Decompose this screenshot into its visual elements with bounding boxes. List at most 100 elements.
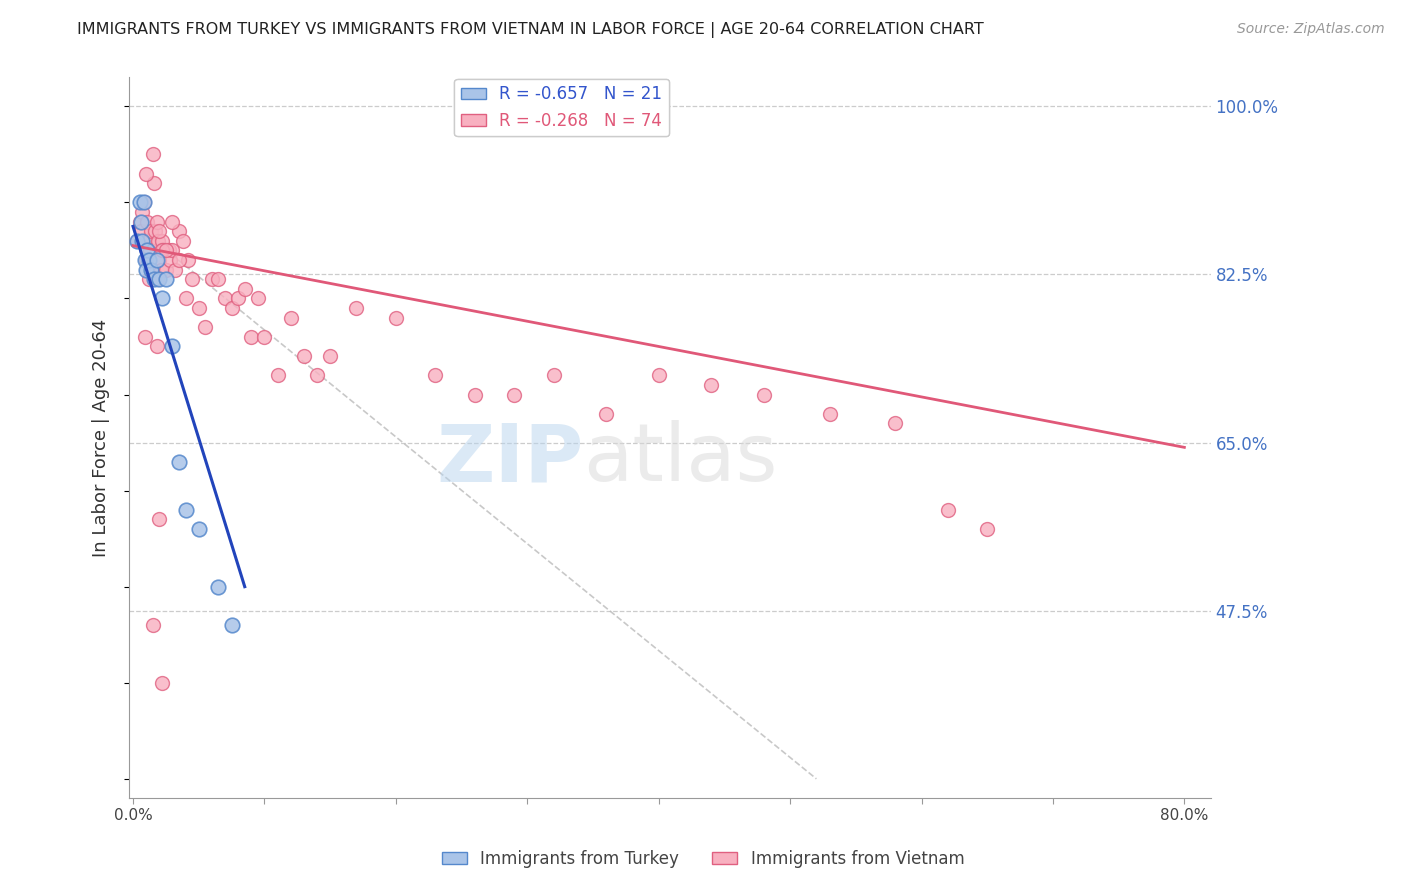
Point [145, 252, 167, 267]
Point [135, 167, 157, 181]
Point [132, 195, 155, 210]
Point [150, 292, 173, 306]
Point [129, 224, 152, 238]
Point [150, 675, 173, 690]
Point [148, 252, 170, 267]
Point [131, 205, 153, 219]
Point [145, 272, 167, 286]
Point [818, 407, 841, 421]
Point [128, 195, 150, 210]
Point [246, 292, 269, 306]
Legend: R = -0.657   N = 21, R = -0.268   N = 74: R = -0.657 N = 21, R = -0.268 N = 74 [454, 78, 669, 136]
Point [207, 272, 229, 286]
Point [503, 387, 526, 401]
Point [280, 310, 302, 325]
Point [292, 349, 315, 363]
Point [162, 214, 184, 228]
Point [543, 368, 565, 383]
Point [266, 368, 288, 383]
Point [142, 147, 165, 161]
Point [148, 224, 170, 238]
Point [240, 330, 263, 344]
Point [143, 176, 166, 190]
Point [167, 252, 190, 267]
Point [233, 282, 256, 296]
Point [142, 262, 165, 277]
Point [162, 339, 184, 353]
Point [145, 339, 167, 353]
Point [595, 407, 617, 421]
Point [134, 330, 156, 344]
Point [319, 349, 342, 363]
Point [150, 244, 173, 258]
Point [305, 368, 328, 383]
Legend: Immigrants from Turkey, Immigrants from Vietnam: Immigrants from Turkey, Immigrants from … [434, 844, 972, 875]
Point [752, 387, 775, 401]
Point [135, 262, 157, 277]
Point [172, 234, 194, 248]
Y-axis label: In Labor Force | Age 20-64: In Labor Force | Age 20-64 [93, 318, 110, 557]
Point [201, 272, 224, 286]
Point [162, 244, 184, 258]
Point [143, 272, 166, 286]
Point [167, 224, 190, 238]
Point [464, 387, 486, 401]
Point [936, 503, 959, 517]
Point [181, 272, 204, 286]
Point [207, 580, 229, 594]
Point [141, 262, 163, 277]
Point [148, 512, 170, 526]
Point [135, 252, 157, 267]
Point [221, 301, 243, 315]
Point [142, 618, 165, 632]
Point [128, 214, 150, 228]
Point [138, 252, 160, 267]
Point [346, 301, 368, 315]
Point [148, 272, 170, 286]
Point [138, 272, 160, 286]
Point [194, 320, 217, 334]
Point [187, 522, 209, 536]
Point [145, 224, 167, 238]
Point [174, 503, 197, 517]
Point [134, 252, 156, 267]
Point [136, 244, 159, 258]
Point [221, 618, 243, 632]
Point [134, 234, 156, 248]
Point [150, 234, 173, 248]
Point [167, 455, 190, 469]
Point [385, 310, 408, 325]
Point [145, 214, 167, 228]
Point [152, 244, 174, 258]
Text: ZIP: ZIP [436, 420, 583, 499]
Point [131, 234, 153, 248]
Point [129, 214, 152, 228]
Point [976, 522, 998, 536]
Point [149, 262, 172, 277]
Point [141, 224, 163, 238]
Point [177, 252, 200, 267]
Point [425, 368, 447, 383]
Point [159, 252, 181, 267]
Point [125, 234, 148, 248]
Point [226, 292, 249, 306]
Point [155, 262, 177, 277]
Point [146, 234, 169, 248]
Point [700, 378, 723, 392]
Point [214, 292, 236, 306]
Text: atlas: atlas [583, 420, 778, 499]
Text: IMMIGRANTS FROM TURKEY VS IMMIGRANTS FROM VIETNAM IN LABOR FORCE | AGE 20-64 COR: IMMIGRANTS FROM TURKEY VS IMMIGRANTS FRO… [77, 22, 984, 38]
Point [647, 368, 669, 383]
Point [139, 244, 162, 258]
Point [187, 301, 209, 315]
Point [125, 234, 148, 248]
Point [884, 417, 907, 431]
Point [132, 195, 155, 210]
Point [155, 272, 177, 286]
Point [138, 234, 160, 248]
Point [155, 244, 177, 258]
Point [136, 214, 159, 228]
Text: Source: ZipAtlas.com: Source: ZipAtlas.com [1237, 22, 1385, 37]
Point [174, 292, 197, 306]
Point [253, 330, 276, 344]
